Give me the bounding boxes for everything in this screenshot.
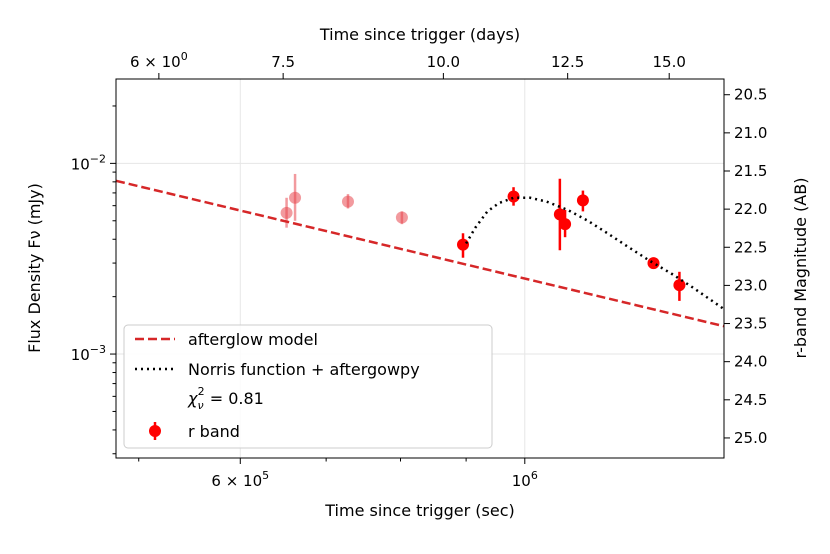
legend-chi-symbol: χ (187, 389, 198, 408)
rband-point-4 (576, 194, 589, 207)
x-top-tick-label-1: 7.5 (271, 53, 295, 71)
plot-frame (115, 78, 725, 459)
faded-point-2 (341, 195, 354, 208)
legend: afterglow model Norris function + afterg… (123, 324, 493, 449)
y-axis-left-label: Flux Density Fν (mJy) (25, 183, 44, 353)
y-right-tick-label-2: 21.5 (734, 162, 767, 180)
legend-chi-squared: χν2 = 0.81 (187, 385, 264, 412)
x-top-tick-label-0: 6 × 100 (130, 50, 188, 71)
y-right-tick-label-8: 24.5 (734, 391, 767, 409)
x-bottom-tick-label-0: 6 × 105 (211, 469, 269, 490)
y-left-tick-label-0: 10−2 (71, 152, 106, 173)
legend-chi-value: = 0.81 (205, 389, 264, 408)
x-bottom-tick-label-1: 106 (512, 469, 538, 490)
legend-afterglow-label: afterglow model (188, 330, 318, 349)
norris-line (465, 196, 725, 311)
y-right-tick-label-4: 22.5 (734, 238, 767, 256)
faded-point-3 (395, 211, 408, 224)
y-right-tick-label-9: 25.0 (734, 429, 767, 447)
rband-point-6 (673, 279, 686, 292)
x-top-tick-label-2: 10.0 (427, 53, 460, 71)
rband-point-1 (507, 190, 520, 203)
legend-rband-marker (149, 425, 161, 437)
x-axis-top-label: Time since trigger (days) (319, 25, 520, 44)
series-layer (115, 173, 725, 328)
afterglow-line (115, 179, 725, 328)
rband-point-3 (559, 218, 572, 231)
axis-ticks: 6 × 105 106 6 × 100 7.5 10.0 12.5 15.0 10−2 10−3… (71, 50, 768, 490)
y-left-tick-label-1: 10−3 (71, 343, 106, 364)
rband-point-2 (553, 208, 566, 221)
y-right-tick-label-7: 24.0 (734, 353, 767, 371)
legend-chi-sup: 2 (198, 385, 205, 398)
legend-norris-label: Norris function + aftergowpy (188, 360, 420, 379)
legend-chi-sub: ν (197, 399, 203, 412)
rband-point-5 (647, 257, 660, 270)
y-right-tick-label-0: 20.5 (734, 86, 767, 104)
legend-rband-label: r band (188, 422, 240, 441)
y-axis-right-label: r-band Magnitude (AB) (791, 178, 810, 359)
y-right-tick-label-6: 23.5 (734, 315, 767, 333)
legend-box (123, 324, 493, 449)
y-right-tick-label-1: 21.0 (734, 124, 767, 142)
rband-point-0 (457, 238, 470, 251)
x-top-tick-label-4: 15.0 (652, 53, 685, 71)
x-top-tick-label-3: 12.5 (551, 53, 584, 71)
faded-point-1 (289, 191, 302, 204)
y-right-tick-label-3: 22.0 (734, 200, 767, 218)
faded-point-0 (280, 206, 293, 219)
x-axis-bottom-label: Time since trigger (sec) (324, 501, 514, 520)
y-right-tick-label-5: 23.0 (734, 276, 767, 294)
